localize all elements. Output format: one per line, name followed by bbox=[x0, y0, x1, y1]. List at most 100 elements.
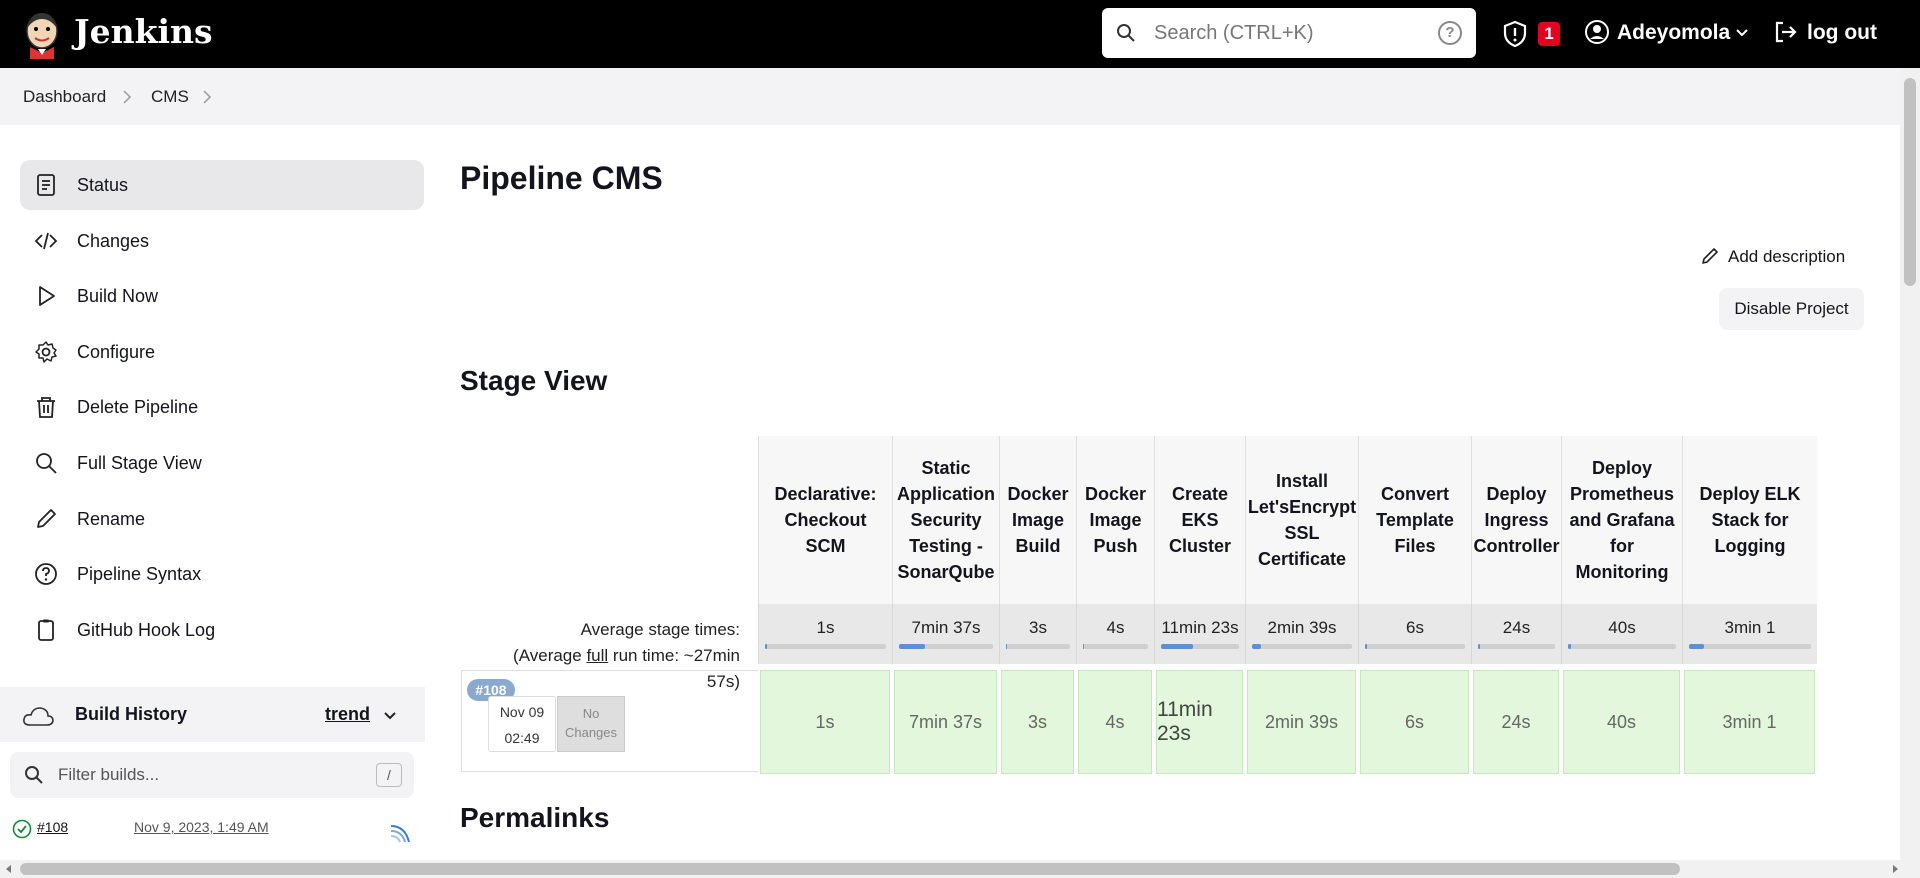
stage-name: Static Application Security Testing - So… bbox=[892, 436, 999, 604]
jenkins-logo-icon[interactable] bbox=[22, 9, 62, 59]
vertical-scroll-thumb[interactable] bbox=[1904, 78, 1916, 286]
stage-progress-fill bbox=[1006, 644, 1008, 649]
build-history-title: Build History bbox=[75, 704, 188, 724]
stage-average-time: 7min 37s bbox=[911, 618, 981, 637]
sidebar-item-status[interactable]: Status bbox=[20, 160, 424, 210]
stage-progress-fill bbox=[1689, 644, 1704, 649]
stage-average-cell: 6s bbox=[1358, 604, 1471, 664]
sidebar-item-github-hook-log[interactable]: GitHub Hook Log bbox=[20, 605, 424, 655]
stage-average-time: 1s bbox=[816, 618, 835, 637]
stage-name: Declarative: Checkout SCM bbox=[758, 436, 892, 604]
average-label-prefix: (Average bbox=[513, 646, 587, 665]
stage-run-cell[interactable]: 6s bbox=[1360, 670, 1469, 774]
chevron-down-icon[interactable] bbox=[383, 709, 397, 723]
sidebar-item-changes[interactable]: Changes bbox=[20, 216, 424, 266]
sidebar-item-full-stage-view[interactable]: Full Stage View bbox=[20, 438, 424, 488]
vertical-scrollbar[interactable] bbox=[1900, 68, 1920, 860]
stage-column: Docker Image Build 3s 3s bbox=[999, 436, 1076, 776]
disable-project-button[interactable]: Disable Project bbox=[1719, 288, 1864, 330]
stage-name: Deploy ELK Stack for Logging bbox=[1682, 436, 1817, 604]
build-date-link[interactable]: Nov 9, 2023, 1:49 AM bbox=[134, 819, 269, 835]
sidebar-item-build-now[interactable]: Build Now bbox=[20, 271, 424, 321]
stage-average-time: 40s bbox=[1608, 618, 1636, 637]
stage-average-cell: 7min 37s bbox=[892, 604, 999, 664]
stage-progress-bar bbox=[899, 644, 993, 649]
cloud-icon bbox=[23, 707, 54, 726]
stage-average-cell: 4s bbox=[1076, 604, 1154, 664]
average-stage-times-label: Average stage times: (Average full run t… bbox=[470, 617, 740, 695]
stage-average-cell: 24s bbox=[1471, 604, 1561, 664]
chevron-down-icon[interactable] bbox=[1735, 26, 1749, 40]
chevron-right-icon[interactable] bbox=[202, 90, 212, 104]
build-history-row[interactable]: #108 Nov 9, 2023, 1:49 AM bbox=[0, 808, 425, 848]
build-history-trend-link[interactable]: trend bbox=[325, 704, 370, 724]
sidebar-item-rename[interactable]: Rename bbox=[20, 494, 424, 544]
horizontal-scroll-thumb[interactable] bbox=[20, 863, 1680, 875]
search-input[interactable] bbox=[1152, 18, 1422, 48]
run-number-badge[interactable]: #108 bbox=[467, 679, 515, 701]
success-check-icon bbox=[12, 819, 32, 839]
run-row-header bbox=[461, 670, 758, 772]
user-name-link[interactable]: Adeyomola bbox=[1617, 21, 1731, 44]
stage-column: Deploy Ingress Controller 24s 24s bbox=[1471, 436, 1561, 776]
no-changes-box[interactable]: No Changes bbox=[557, 696, 625, 752]
stage-run-cell[interactable]: 1s bbox=[760, 670, 890, 774]
build-filter-box[interactable]: / bbox=[10, 752, 414, 798]
run-date: Nov 09 02:49 bbox=[488, 696, 556, 752]
stage-average-time: 6s bbox=[1406, 618, 1424, 637]
brand-title[interactable]: Jenkins bbox=[74, 12, 213, 51]
sidebar-item-configure[interactable]: Configure bbox=[20, 327, 424, 377]
top-header: Jenkins ? 1 Adeyomola log out bbox=[0, 0, 1920, 68]
build-filter-input[interactable] bbox=[56, 761, 356, 789]
stage-column: Declarative: Checkout SCM 1s 1s bbox=[758, 436, 892, 776]
build-number-link[interactable]: #108 bbox=[37, 819, 69, 835]
sidebar-item-label: Pipeline Syntax bbox=[77, 564, 202, 584]
logout-link[interactable]: log out bbox=[1807, 21, 1877, 44]
stage-run-cell[interactable]: 40s bbox=[1563, 670, 1680, 774]
average-label-line1: Average stage times: bbox=[580, 620, 740, 639]
stage-average-cell: 2min 39s bbox=[1245, 604, 1358, 664]
stage-average-cell: 3min 1 bbox=[1682, 604, 1817, 664]
stage-progress-bar bbox=[1083, 644, 1148, 649]
stage-run-cell[interactable]: 4s bbox=[1078, 670, 1152, 774]
stage-run-cell[interactable]: 7min 37s bbox=[894, 670, 997, 774]
breadcrumb-dashboard[interactable]: Dashboard bbox=[23, 87, 107, 106]
full-run-time-link[interactable]: full bbox=[586, 646, 609, 665]
sidebar-item-label: Changes bbox=[77, 231, 150, 251]
stage-average-time: 3min 1 bbox=[1724, 618, 1776, 637]
stage-column: Deploy Prometheus and Grafana for Monito… bbox=[1561, 436, 1682, 776]
stage-progress-bar bbox=[1006, 644, 1070, 649]
stage-run-cell[interactable]: 3min 1 bbox=[1684, 670, 1815, 774]
search-box[interactable]: ? bbox=[1102, 8, 1476, 58]
horizontal-scrollbar[interactable] bbox=[0, 860, 1920, 878]
logout-icon[interactable] bbox=[1773, 19, 1799, 45]
sidebar-item-label: Full Stage View bbox=[77, 453, 202, 473]
permalinks-title: Permalinks bbox=[460, 802, 610, 833]
stage-name: Create EKS Cluster bbox=[1154, 436, 1245, 604]
sidebar-item-pipeline-syntax[interactable]: Pipeline Syntax bbox=[20, 549, 424, 599]
scroll-right-arrow-icon[interactable] bbox=[1890, 864, 1900, 874]
build-history-header: Build History trend bbox=[0, 687, 425, 742]
scroll-left-arrow-icon[interactable] bbox=[4, 864, 14, 874]
sidebar-item-label: GitHub Hook Log bbox=[77, 620, 216, 640]
stage-progress-bar bbox=[1252, 644, 1352, 649]
security-shield-icon[interactable] bbox=[1502, 20, 1528, 48]
user-avatar-icon[interactable] bbox=[1584, 19, 1610, 45]
search-help-icon[interactable]: ? bbox=[1438, 21, 1462, 45]
add-description-label: Add description bbox=[1728, 247, 1846, 266]
console-output-icon[interactable] bbox=[389, 822, 413, 844]
stage-run-cell[interactable]: 2min 39s bbox=[1247, 670, 1356, 774]
stage-average-cell: 40s bbox=[1561, 604, 1682, 664]
stage-average-time: 4s bbox=[1106, 618, 1125, 637]
stage-progress-fill bbox=[1365, 644, 1367, 649]
stage-run-cell[interactable]: 11min 23s bbox=[1156, 670, 1243, 774]
page-title: Pipeline CMS bbox=[460, 160, 663, 196]
stage-column: Install Let'sEncrypt SSL Certificate 2min… bbox=[1245, 436, 1358, 776]
sidebar-item-delete-pipeline[interactable]: Delete Pipeline bbox=[20, 382, 424, 432]
security-alert-badge[interactable]: 1 bbox=[1538, 22, 1560, 46]
stage-run-cell[interactable]: 24s bbox=[1473, 670, 1559, 774]
stage-run-cell[interactable]: 3s bbox=[1001, 670, 1074, 774]
stage-average-time: 11min 23s bbox=[1161, 618, 1239, 637]
breadcrumb-cms[interactable]: CMS bbox=[151, 87, 189, 106]
chevron-right-icon[interactable] bbox=[122, 90, 132, 104]
